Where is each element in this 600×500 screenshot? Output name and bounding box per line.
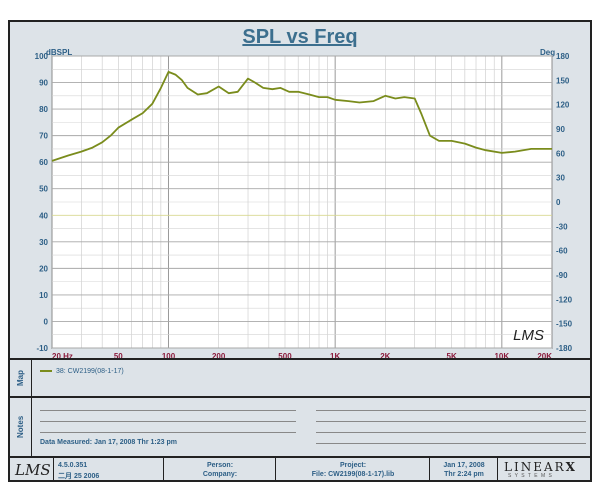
report-frame: SPL vs Freq dBSPL Deg 100 90 80 70 60 50 40 30 2… bbox=[8, 20, 592, 482]
y-tick-label: 40 bbox=[39, 211, 48, 220]
x-tick-label: 10K bbox=[494, 352, 509, 358]
footer-project-cell: Project: File: CW2199(08-1-17).lib bbox=[276, 458, 430, 482]
y-tick-label: 70 bbox=[39, 132, 48, 141]
y-tick-label: 50 bbox=[39, 185, 48, 194]
y2-tick-label: 30 bbox=[556, 174, 565, 183]
y2-tick-label: -60 bbox=[556, 247, 568, 256]
footer-date: Jan 17, 2008 bbox=[443, 462, 485, 469]
note-line bbox=[316, 410, 586, 411]
y-tick-label: 30 bbox=[39, 238, 48, 247]
note-line bbox=[316, 443, 586, 444]
x-tick-label: 200 bbox=[212, 352, 226, 358]
notes-label-column: Notes bbox=[10, 398, 32, 456]
footer-version-cell: 4.5.0.351 二月 25 2006 bbox=[54, 458, 164, 482]
x-tick-label: 1K bbox=[330, 352, 340, 358]
y-tick-label: -10 bbox=[36, 344, 48, 353]
note-line bbox=[316, 421, 586, 422]
linearx-brand-text: LINEAR bbox=[504, 460, 566, 474]
footer-time: Thr 2:24 pm bbox=[444, 471, 484, 478]
map-entry: 38: CW2199(08-1-17) bbox=[40, 366, 124, 376]
lms-watermark: LMS bbox=[513, 327, 544, 344]
y-tick-label: 60 bbox=[39, 158, 48, 167]
notes-label: Notes bbox=[16, 415, 25, 438]
note-line bbox=[40, 432, 296, 433]
y-tick-label: 90 bbox=[39, 79, 48, 88]
file-label: File: CW2199(08-1-17).lib bbox=[311, 471, 395, 478]
y-tick-label: 80 bbox=[39, 105, 48, 114]
y2-tick-label: -90 bbox=[556, 271, 568, 280]
y2-tick-label: 180 bbox=[556, 52, 570, 61]
map-entry-label: 38: CW2199(08-1-17) bbox=[56, 367, 124, 375]
linearx-brand-x: X bbox=[565, 460, 577, 474]
x-tick-label: 20 Hz bbox=[52, 352, 73, 358]
spl-series-line bbox=[51, 71, 552, 162]
lms-logo: LMS bbox=[15, 461, 51, 479]
plot-section: SPL vs Freq dBSPL Deg 100 90 80 70 60 50 40 30 2… bbox=[10, 22, 590, 358]
x-tick-label: 2K bbox=[380, 352, 390, 358]
linearx-brand-name: LINEARX bbox=[504, 460, 577, 474]
y2-tick-label: 150 bbox=[556, 76, 570, 85]
y2-tick-label: -120 bbox=[556, 295, 573, 304]
x-tick-label: 100 bbox=[162, 352, 176, 358]
y-tick-label: 100 bbox=[35, 52, 49, 61]
y2-tick-label: 90 bbox=[556, 125, 565, 134]
y-tick-label: 0 bbox=[44, 317, 49, 326]
map-label: Map bbox=[16, 370, 25, 386]
divider bbox=[10, 358, 590, 360]
map-section: Map 38: CW2199(08-1-17) bbox=[10, 360, 590, 396]
note-line bbox=[40, 421, 296, 422]
y2-tick-label: 120 bbox=[556, 101, 570, 110]
y2-tick-label: -180 bbox=[556, 344, 573, 353]
y2-tick-label: -30 bbox=[556, 222, 568, 231]
x-tick-label: 5K bbox=[447, 352, 457, 358]
divider bbox=[10, 456, 590, 458]
chart-title: SPL vs Freq bbox=[242, 26, 358, 48]
footer: LMS 4.5.0.351 二月 25 2006 Person: Company… bbox=[10, 458, 590, 482]
y2-tick-label: 0 bbox=[556, 198, 561, 207]
map-entry-swatch bbox=[40, 370, 52, 372]
note-line bbox=[316, 432, 586, 433]
y-tick-label: 20 bbox=[39, 264, 48, 273]
date-measured: Data Measured: Jan 17, 2008 Thr 1:23 pm bbox=[40, 439, 177, 446]
y-axis-left-label: dBSPL bbox=[46, 48, 73, 57]
y-axis-right-label: Deg bbox=[540, 48, 556, 57]
footer-logo-cell: LMS bbox=[10, 458, 54, 482]
linearx-logo: LINEARX S Y S T E M S bbox=[498, 458, 590, 482]
divider bbox=[10, 396, 590, 398]
project-label: Project: bbox=[339, 462, 367, 469]
linearx-subtitle: S Y S T E M S bbox=[508, 473, 553, 479]
notes-section: Notes Data Measured: Jan 17, 2008 Thr 1:… bbox=[10, 398, 590, 456]
x-tick-label: 500 bbox=[278, 352, 292, 358]
version-text: 4.5.0.351 bbox=[58, 462, 88, 469]
x-tick-label: 20K bbox=[537, 352, 552, 358]
y2-tick-label: 60 bbox=[556, 149, 565, 158]
footer-person-cell: Person: Company: bbox=[164, 458, 276, 482]
person-label: Person: bbox=[206, 462, 234, 469]
spl-chart: 1009080706050403020100-10180150120906030… bbox=[35, 52, 573, 358]
build-date-text: 二月 25 2006 bbox=[58, 473, 100, 480]
y-tick-label: 10 bbox=[39, 291, 48, 300]
note-line bbox=[40, 410, 296, 411]
x-tick-label: 50 bbox=[114, 352, 123, 358]
company-label: Company: bbox=[202, 471, 238, 478]
map-label-column: Map bbox=[10, 360, 32, 396]
footer-date-cell: Jan 17, 2008 Thr 2:24 pm bbox=[430, 458, 498, 482]
y2-tick-label: -150 bbox=[556, 320, 573, 329]
